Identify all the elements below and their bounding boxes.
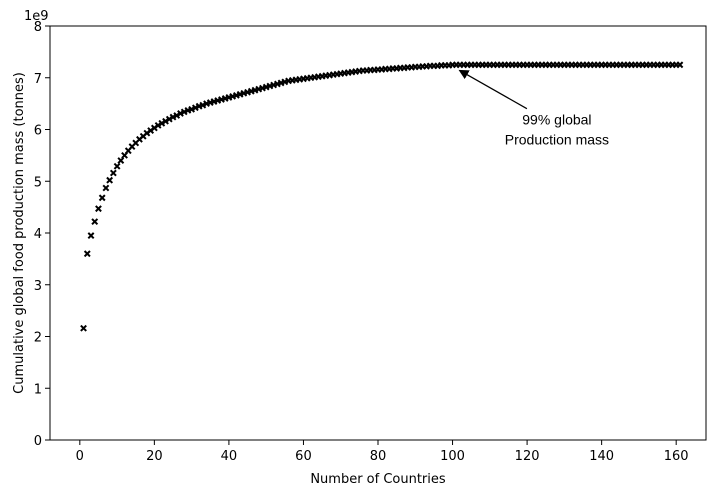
x-tick-label: 80 <box>370 449 387 464</box>
y-exponent-label: 1e9 <box>24 9 49 24</box>
x-tick-label: 160 <box>664 449 689 464</box>
y-tick-label: 8 <box>34 20 42 35</box>
data-point <box>91 218 99 226</box>
y-axis-label: Cumulative global food production mass (… <box>12 72 27 394</box>
annotation-text-line2: Production mass <box>505 132 609 148</box>
annotation-arrow <box>458 69 528 110</box>
y-tick-label: 2 <box>34 331 42 346</box>
data-point <box>165 115 173 123</box>
y-tick-label: 1 <box>34 382 42 397</box>
data-point <box>102 184 110 192</box>
y-tick-label: 3 <box>34 279 42 294</box>
y-tick-label: 7 <box>34 72 42 87</box>
data-point <box>169 113 177 121</box>
data-point <box>106 176 114 184</box>
data-point <box>83 250 91 258</box>
data-point <box>158 119 166 127</box>
data-point <box>95 205 102 213</box>
data-point <box>173 112 181 119</box>
annotation: 99% global Production mass <box>458 69 609 148</box>
y-tick-label: 6 <box>34 124 42 139</box>
plot-frame <box>49 25 707 441</box>
y-tick-label: 4 <box>34 227 42 242</box>
x-tick-label: 100 <box>440 449 465 464</box>
x-axis: 0 20 40 60 80 100 120 140 160 <box>76 440 689 464</box>
y-axis: 0 1 2 3 4 5 6 7 8 <box>34 20 50 449</box>
data-point <box>80 324 87 332</box>
data-point <box>87 232 95 239</box>
data-point <box>188 105 196 113</box>
annotation-text-line1: 99% global <box>522 112 591 128</box>
plot-border <box>49 25 707 441</box>
x-tick-label: 40 <box>221 449 238 464</box>
x-tick-label: 120 <box>515 449 540 464</box>
data-point <box>177 110 184 117</box>
data-point <box>191 104 199 112</box>
x-tick-label: 60 <box>295 449 312 464</box>
data-point <box>199 101 207 109</box>
y-tick-label: 5 <box>34 175 42 190</box>
x-tick-label: 140 <box>589 449 614 464</box>
data-point <box>113 162 121 170</box>
data-point <box>154 121 162 129</box>
y-tick-label: 0 <box>34 434 42 449</box>
x-tick-label: 20 <box>146 449 163 464</box>
data-point <box>180 108 188 116</box>
data-point <box>162 117 169 125</box>
x-axis-label: Number of Countries <box>310 472 446 487</box>
data-point <box>117 157 125 164</box>
data-point <box>98 194 106 202</box>
data-point <box>109 169 117 177</box>
x-tick-label: 0 <box>76 449 84 464</box>
data-point <box>676 61 684 69</box>
data-points <box>80 61 684 332</box>
